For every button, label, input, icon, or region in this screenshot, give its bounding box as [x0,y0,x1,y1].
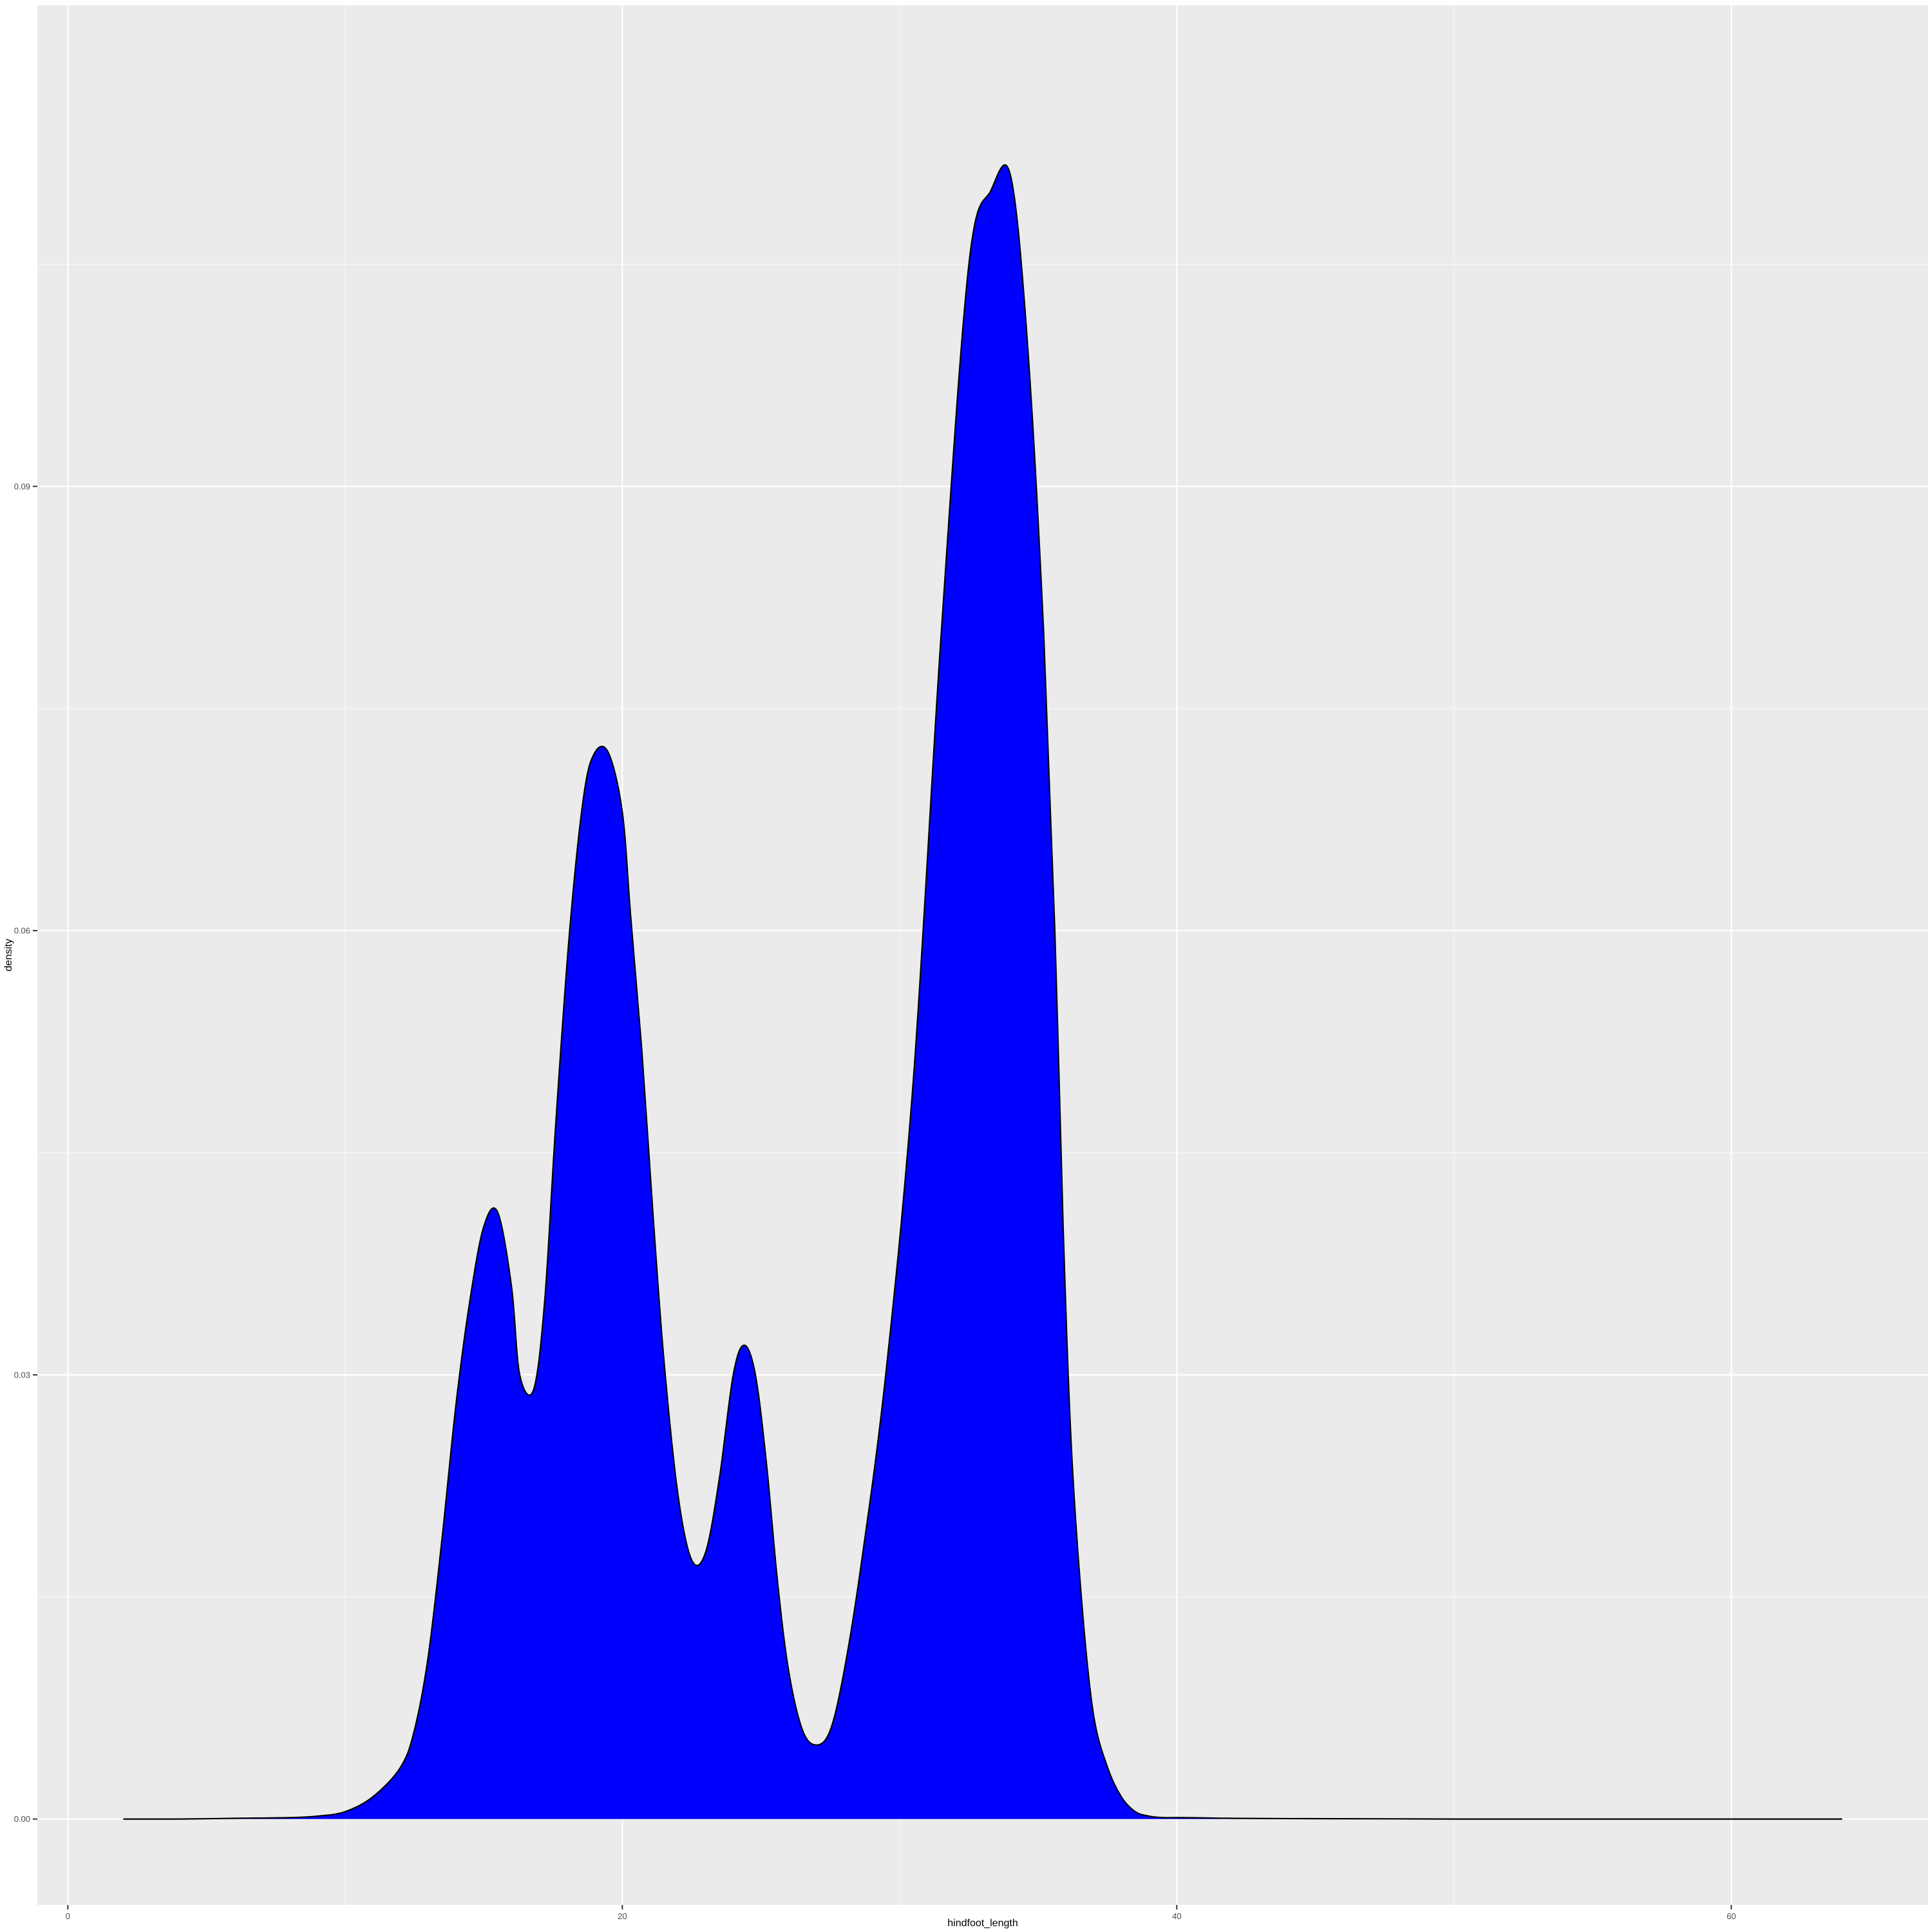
y-tick-label: 0.00 [14,1814,30,1824]
y-tick-label: 0.09 [14,482,30,491]
density-area [123,165,1842,1819]
density-outline [123,164,1842,1820]
x-axis-title: hindfoot_length [947,1918,1018,1929]
y-tick-label: 0.06 [14,926,30,936]
x-tick-label: 20 [618,1911,627,1921]
x-tick-label: 0 [66,1911,70,1921]
y-tick-label: 0.03 [14,1370,30,1379]
y-axis: 0.00 0.03 0.06 0.09 [14,482,37,1824]
x-tick-label: 60 [1727,1911,1736,1921]
y-axis-title: density [3,939,14,972]
x-axis: 0 20 40 60 [66,1905,1736,1921]
x-tick-label: 40 [1172,1911,1181,1921]
